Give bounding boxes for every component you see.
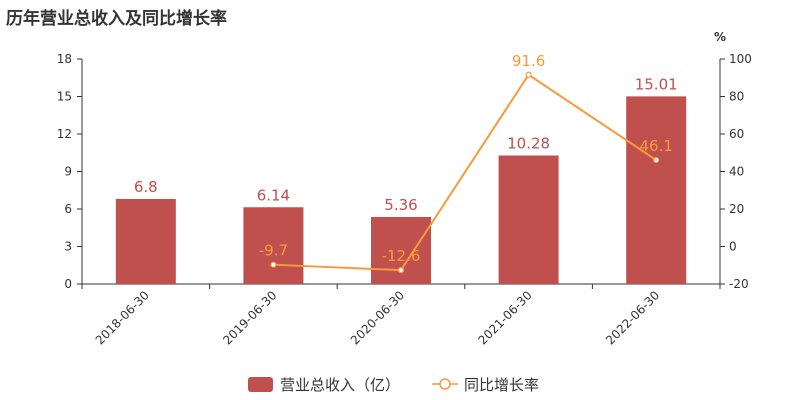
y-left-tick-label: 15 [57, 90, 72, 104]
y-right-tick-label: 40 [729, 165, 744, 179]
revenue-bar [498, 155, 559, 284]
growth-rate-point [653, 156, 660, 164]
y-right-tick-label: 20 [729, 202, 744, 216]
y-left-tick-label: 12 [57, 127, 72, 141]
revenue-bar-label: 10.28 [507, 135, 550, 153]
y-left-tick-label: 0 [64, 277, 72, 291]
revenue-bar [115, 199, 176, 284]
x-tick-label: 2022-06-30 [603, 288, 662, 347]
legend-line-marker [439, 378, 451, 390]
x-tick-label: 2020-06-30 [348, 288, 407, 347]
y-right-unit-label: % [714, 30, 726, 44]
growth-rate-point [525, 71, 532, 78]
y-left-tick-label: 6 [64, 202, 72, 216]
chart-title: 历年营业总收入及同比增长率 [6, 9, 227, 29]
revenue-bar-label: 6.14 [257, 186, 290, 204]
legend-line-label: 同比增长率 [464, 376, 539, 394]
y-left-tick-label: 3 [64, 240, 72, 254]
revenue-bar-label: 6.8 [134, 178, 158, 196]
revenue-bar [243, 207, 304, 284]
growth-rate-label: -9.7 [259, 242, 288, 260]
revenue-bar [626, 96, 687, 284]
y-right-tick-label: 60 [729, 127, 744, 141]
revenue-bar-label: 15.01 [635, 75, 678, 93]
legend-bar-label: 营业总收入（亿） [280, 376, 400, 394]
growth-rate-label: -12.6 [382, 247, 421, 265]
y-right-tick-label: -20 [729, 277, 749, 291]
x-tick-label: 2018-06-30 [93, 288, 152, 347]
growth-rate-point [397, 267, 405, 274]
growth-rate-point [270, 261, 277, 268]
growth-rate-label: 91.6 [512, 52, 545, 70]
x-tick-label: 2019-06-30 [220, 288, 279, 347]
y-right-tick-label: 80 [729, 90, 744, 104]
growth-rate-line [273, 73, 657, 272]
y-right-tick-label: 100 [729, 52, 752, 66]
growth-rate-label: 46.1 [639, 137, 672, 155]
y-left-tick-label: 9 [64, 165, 72, 179]
x-tick-label: 2021-06-30 [476, 288, 535, 347]
revenue-bar-label: 5.36 [384, 196, 417, 214]
y-right-tick-label: 0 [729, 240, 737, 254]
y-left-tick-label: 18 [57, 52, 72, 66]
legend-bar-swatch [248, 377, 273, 392]
